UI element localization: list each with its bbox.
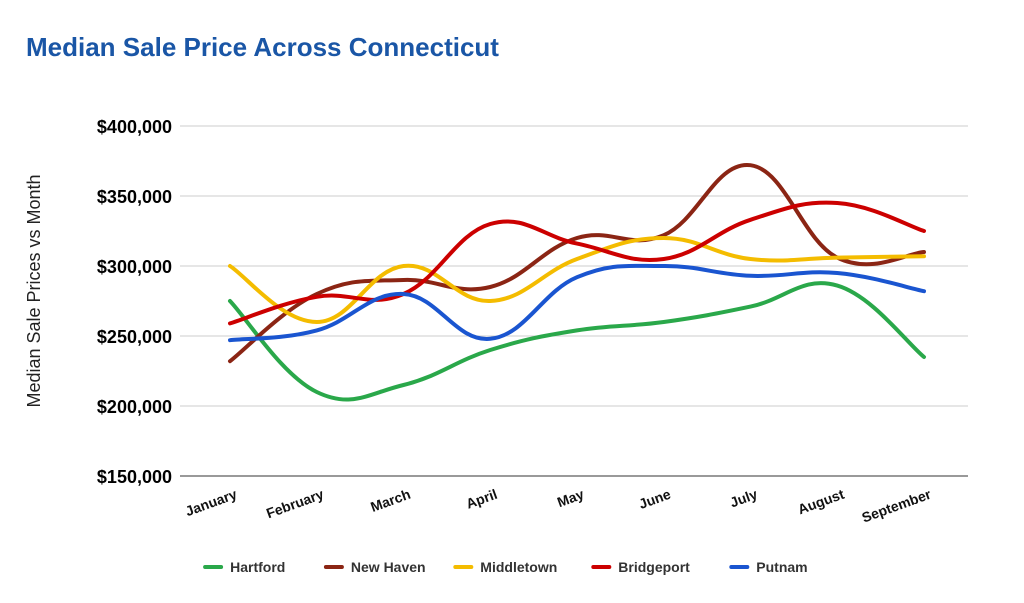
x-tick-label: May — [555, 486, 586, 510]
x-tick-label: February — [264, 486, 326, 522]
chart-title: Median Sale Price Across Connecticut — [26, 32, 499, 62]
series-line-middletown — [228, 236, 926, 324]
legend-label-hartford: Hartford — [230, 559, 285, 575]
y-axis-title: Median Sale Prices vs Month — [24, 174, 44, 407]
series-line-bridgeport — [228, 200, 926, 326]
y-tick-label: $300,000 — [97, 257, 172, 277]
series-line-putnam — [228, 263, 926, 343]
series-line-new-haven — [228, 163, 926, 364]
x-tick-label: August — [795, 486, 846, 518]
x-tick-label: April — [464, 486, 499, 512]
x-tick-label: September — [860, 486, 934, 526]
legend-label-bridgeport: Bridgeport — [618, 559, 690, 575]
x-tick-label: January — [183, 486, 239, 519]
y-tick-label: $150,000 — [97, 467, 172, 487]
y-tick-label: $200,000 — [97, 397, 172, 417]
x-tick-label: June — [637, 486, 673, 512]
y-tick-label: $250,000 — [97, 327, 172, 347]
x-tick-label: March — [368, 486, 412, 515]
y-tick-label: $400,000 — [97, 117, 172, 137]
legend-label-middletown: Middletown — [480, 559, 557, 575]
y-tick-label: $350,000 — [97, 187, 172, 207]
x-tick-label: July — [728, 486, 760, 511]
series-line-hartford — [228, 281, 926, 402]
legend-label-putnam: Putnam — [756, 559, 807, 575]
legend-label-new-haven: New Haven — [351, 559, 426, 575]
